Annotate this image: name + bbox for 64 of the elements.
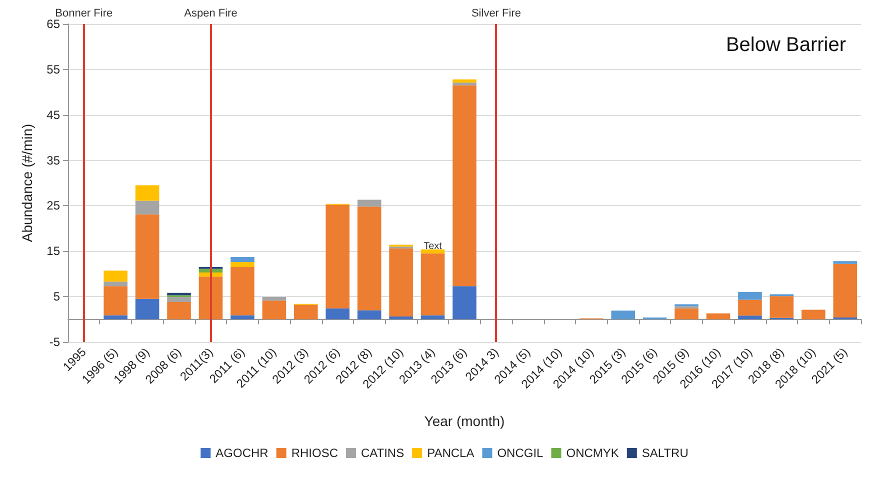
bar (104, 282, 128, 286)
bar (326, 204, 350, 308)
legend-label: RHIOSC (291, 446, 338, 460)
text: Below Barrier (726, 34, 846, 56)
y-axis-title: Abundance (#/min) (19, 124, 35, 242)
ref-line-label: Silver Fire (471, 8, 521, 20)
legend-label: PANCLA (427, 446, 474, 460)
x-axis-title: Year (month) (424, 413, 505, 429)
bar (738, 292, 762, 300)
bar (674, 308, 698, 320)
bar (452, 85, 476, 286)
bar (357, 200, 382, 207)
bar (135, 200, 160, 214)
bar (230, 267, 254, 316)
bar (135, 185, 160, 201)
bar (262, 300, 286, 320)
legend-label: CATINS (360, 446, 404, 460)
y-tick-label: 25 (46, 198, 60, 213)
y-tick-label: -5 (49, 335, 60, 349)
bar (326, 308, 350, 320)
bar (833, 264, 858, 318)
bar (420, 315, 445, 320)
bar (833, 261, 858, 264)
annotation: Text (424, 241, 442, 252)
bar (611, 310, 635, 320)
legend-label: ONCGIL (497, 446, 544, 460)
ref-line-label: Aspen Fire (184, 8, 238, 20)
bar (357, 310, 382, 320)
bar (262, 297, 286, 301)
bar (294, 304, 318, 320)
bar (135, 298, 160, 320)
bar (198, 276, 223, 320)
bar (230, 315, 254, 320)
ref-line-label: Bonner Fire (55, 8, 113, 20)
bar (230, 257, 254, 262)
bar (452, 79, 476, 83)
bar (770, 296, 794, 318)
bar (167, 297, 191, 302)
bar (706, 313, 730, 320)
bar (802, 310, 826, 320)
bar (389, 248, 413, 317)
bar (738, 316, 762, 320)
y-tick-label: 45 (46, 108, 60, 122)
legend-label: SALTRU (642, 446, 688, 460)
bar (104, 286, 128, 316)
bar (452, 286, 476, 320)
legend-label: AGOCHR (216, 446, 269, 460)
legend-label: ONCMYK (566, 446, 619, 460)
bar (104, 270, 128, 282)
bar (420, 249, 445, 254)
bar (135, 214, 160, 299)
bar (389, 316, 413, 320)
y-tick-label: 35 (46, 153, 60, 168)
bar (167, 302, 191, 320)
y-tick-label: 65 (46, 17, 60, 31)
bar (420, 253, 445, 316)
bar (357, 206, 382, 310)
y-tick-label: 55 (46, 62, 60, 76)
y-tick-label: 5 (53, 290, 60, 304)
bar (230, 262, 254, 268)
y-tick-label: 15 (46, 244, 60, 258)
bar (104, 315, 128, 320)
bar (452, 82, 476, 86)
bar (738, 300, 762, 316)
